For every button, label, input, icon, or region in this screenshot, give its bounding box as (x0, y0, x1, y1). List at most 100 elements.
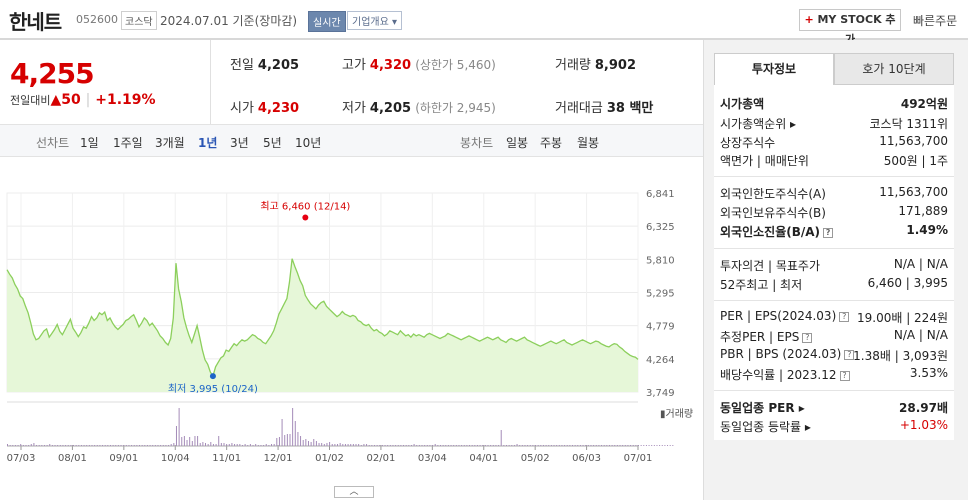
company-info-dropdown[interactable]: 기업개요 ▾ (347, 11, 402, 30)
volume-bar (30, 444, 32, 446)
volume-bar (429, 445, 431, 446)
quick-order-link[interactable]: 빠른주문 (913, 14, 958, 28)
help-icon[interactable]: ? (839, 311, 850, 322)
x-tick-label: 04/01 (469, 453, 498, 464)
x-tick-label: 02/01 (367, 453, 396, 464)
info-label[interactable]: 동일업종 등락률 ▸ (720, 420, 811, 434)
volume-bar (7, 444, 8, 446)
tab-1d[interactable]: 1일 (80, 136, 99, 150)
info-table (714, 85, 954, 440)
tab-3m[interactable]: 3개월 (155, 136, 185, 150)
help-icon[interactable]: ? (844, 349, 855, 360)
volume-bar (661, 445, 663, 446)
info-divider (714, 176, 954, 177)
up-arrow-icon: ▲ (50, 92, 62, 108)
info-label[interactable]: 동일업종 PER ▸ (720, 401, 805, 415)
volume-bar (289, 434, 291, 446)
volume-bar (366, 444, 368, 446)
volume-bar (368, 445, 370, 446)
volume-bar (255, 444, 257, 446)
volume-bar (598, 445, 600, 446)
tab-10y[interactable]: 10년 (295, 136, 322, 150)
add-my-stock-button[interactable]: + MY STOCK 추가 (799, 9, 901, 46)
volume-bar (344, 444, 346, 446)
volume-bar (542, 445, 544, 446)
collapse-chart-button[interactable]: ︿ (334, 486, 374, 498)
volume-bar (503, 445, 505, 446)
tab-1w[interactable]: 1주일 (113, 136, 143, 150)
volume-bar (416, 445, 418, 446)
help-icon[interactable]: ? (802, 332, 813, 343)
high-price: 고가 4,320 (상한가 5,460) (342, 58, 496, 73)
volume-bar (168, 445, 170, 446)
volume-bar (471, 445, 473, 446)
help-icon[interactable]: ? (839, 370, 850, 381)
volume-bar (516, 444, 518, 446)
volume-bar (479, 445, 481, 446)
volume-bar (376, 445, 378, 446)
y-tick-label: 3,749 (646, 388, 675, 399)
volume-bar (632, 445, 634, 446)
volume-bar (392, 445, 394, 446)
volume-bar (286, 434, 288, 446)
volume-bar (20, 444, 22, 446)
volume-bar (608, 445, 610, 446)
volume-bar (540, 445, 542, 446)
volume-bar (601, 445, 603, 446)
volume-bar (170, 444, 172, 446)
volume-bar (484, 445, 486, 446)
volume-bar (284, 435, 286, 446)
tab-daily-candle[interactable]: 일봉 (506, 136, 529, 150)
price-change: 전일대비▲50 | +1.19% (10, 92, 156, 108)
tab-order-book[interactable]: 호가 10단계 (834, 53, 954, 85)
volume-bar (194, 436, 196, 446)
price-chart[interactable]: 6,841 6,325 5,810 5,295 4,779 4,264 3,749 07/03… (0, 170, 700, 492)
info-label: 52주최고 | 최저 (720, 278, 803, 292)
volume-bar (389, 445, 391, 446)
volume-bar (458, 445, 460, 446)
volume-bar (86, 445, 88, 446)
volume-bar (25, 445, 27, 446)
tab-investment-info[interactable]: 투자정보 (714, 53, 834, 85)
volume-bar (643, 445, 645, 446)
tab-1y[interactable]: 1년 (198, 136, 218, 150)
high-annotation: 최고 6,460 (12/14) (260, 201, 350, 213)
y-tick-label: 4,264 (646, 355, 675, 366)
x-tick-label: 07/03 (7, 453, 36, 464)
info-value: 1.38배 | 3,093원 (853, 349, 948, 363)
x-tick-label: 12/01 (264, 453, 293, 464)
volume-bar (149, 445, 151, 446)
volume-bar (355, 444, 357, 446)
volume-bar (645, 445, 647, 446)
volume-bar (421, 445, 423, 446)
volume-bar (62, 445, 64, 446)
volume-bar (226, 444, 228, 446)
info-label: 액면가 | 매매단위 (720, 154, 809, 168)
volume-bar (379, 445, 381, 446)
info-label[interactable]: 시가총액순위 ▸ (720, 117, 797, 131)
tab-weekly-candle[interactable]: 주봉 (540, 136, 563, 150)
tab-monthly-candle[interactable]: 월봉 (577, 136, 600, 150)
volume-bar (450, 445, 452, 446)
volume-bar (173, 443, 175, 446)
market-badge: 코스닥 (121, 11, 157, 30)
volume-bar (439, 445, 441, 446)
info-label: 외국인보유주식수(B) (720, 206, 826, 220)
volume-bar (434, 444, 436, 446)
volume-bar (123, 445, 125, 446)
x-tick-label: 05/02 (521, 453, 550, 464)
help-icon[interactable]: ? (823, 227, 834, 238)
volume-bar (307, 441, 309, 446)
tab-5y[interactable]: 5년 (263, 136, 282, 150)
x-tick-label: 08/01 (58, 453, 87, 464)
trade-amount: 거래대금 38 백만 (555, 101, 654, 116)
volume-bar (566, 445, 568, 446)
volume-bar (466, 445, 468, 446)
realtime-button[interactable]: 실시간 (308, 11, 346, 32)
volume-bar (197, 436, 199, 446)
tab-3y[interactable]: 3년 (230, 136, 249, 150)
volume-bar (590, 445, 592, 446)
volume-bar (131, 445, 133, 446)
volume-bar (492, 445, 494, 446)
volume-bar (363, 444, 365, 446)
